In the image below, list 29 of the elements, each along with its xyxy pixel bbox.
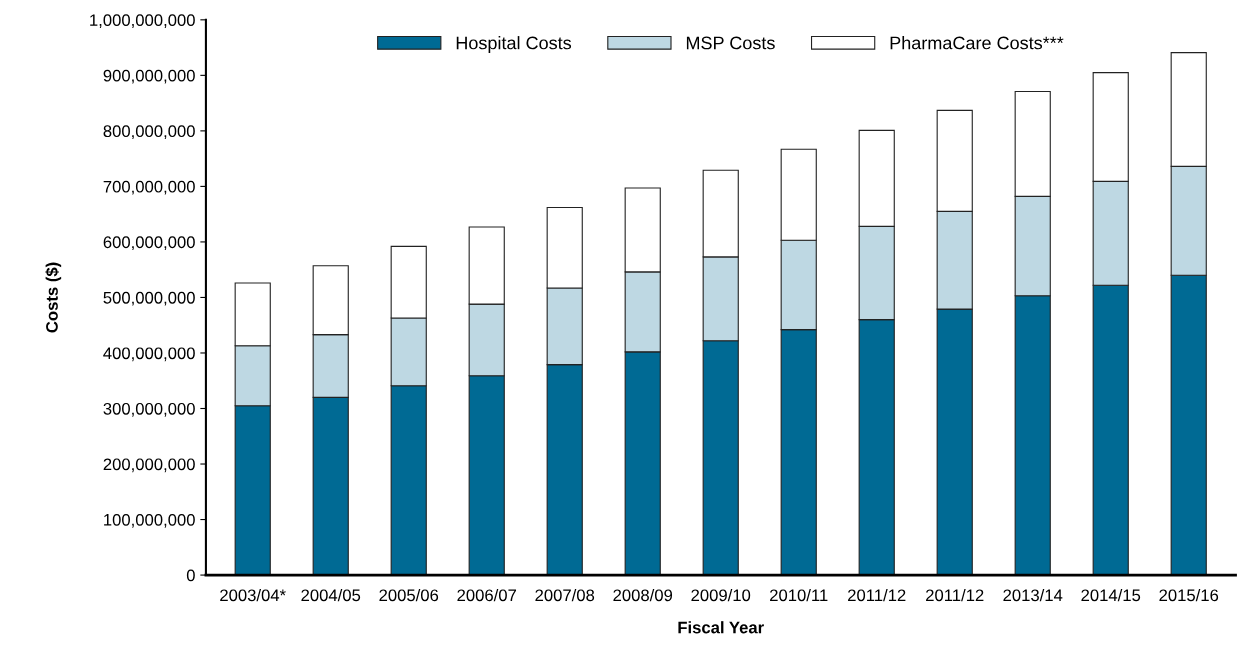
y-tick-label: 300,000,000: [103, 402, 195, 417]
x-tick-label: 2015/16: [1159, 588, 1219, 602]
y-axis-title: Costs ($): [45, 262, 62, 333]
x-tick-label: 2009/10: [691, 588, 751, 602]
x-tick-label: 2008/09: [613, 588, 673, 602]
x-tick-label: 2013/14: [1003, 588, 1063, 602]
legend-label: MSP Costs: [686, 36, 775, 50]
y-tick-label: 400,000,000: [103, 347, 195, 362]
y-tick-label: 600,000,000: [103, 236, 195, 251]
x-tick-label: 2010/11: [770, 588, 828, 602]
x-axis-title: Fiscal Year: [678, 621, 764, 634]
y-tick-label: 0: [186, 569, 195, 582]
legend-label: Hospital Costs: [456, 36, 572, 53]
x-tick-label: 2007/08: [535, 588, 595, 602]
x-tick-label: 2004/05: [301, 588, 361, 602]
x-tick-label: 2011/12: [848, 588, 906, 602]
x-tick-label: 2003/04*: [220, 588, 286, 602]
y-tick-label: 900,000,000: [103, 69, 195, 84]
y-tick-label: 1,000,000,000: [90, 14, 195, 28]
y-tick-label: 200,000,000: [103, 458, 195, 473]
x-tick-label: 2014/15: [1081, 588, 1141, 602]
x-tick-label: 2006/07: [457, 588, 517, 602]
y-tick-label: 800,000,000: [103, 125, 195, 140]
y-tick-label: 500,000,000: [103, 291, 195, 306]
x-tick-label: 2011/12: [926, 588, 984, 602]
legend-label: PharmaCare Costs***: [890, 36, 1064, 50]
y-tick-label: 700,000,000: [103, 180, 195, 195]
x-tick-label: 2005/06: [379, 588, 439, 602]
y-tick-label: 100,000,000: [104, 513, 195, 528]
